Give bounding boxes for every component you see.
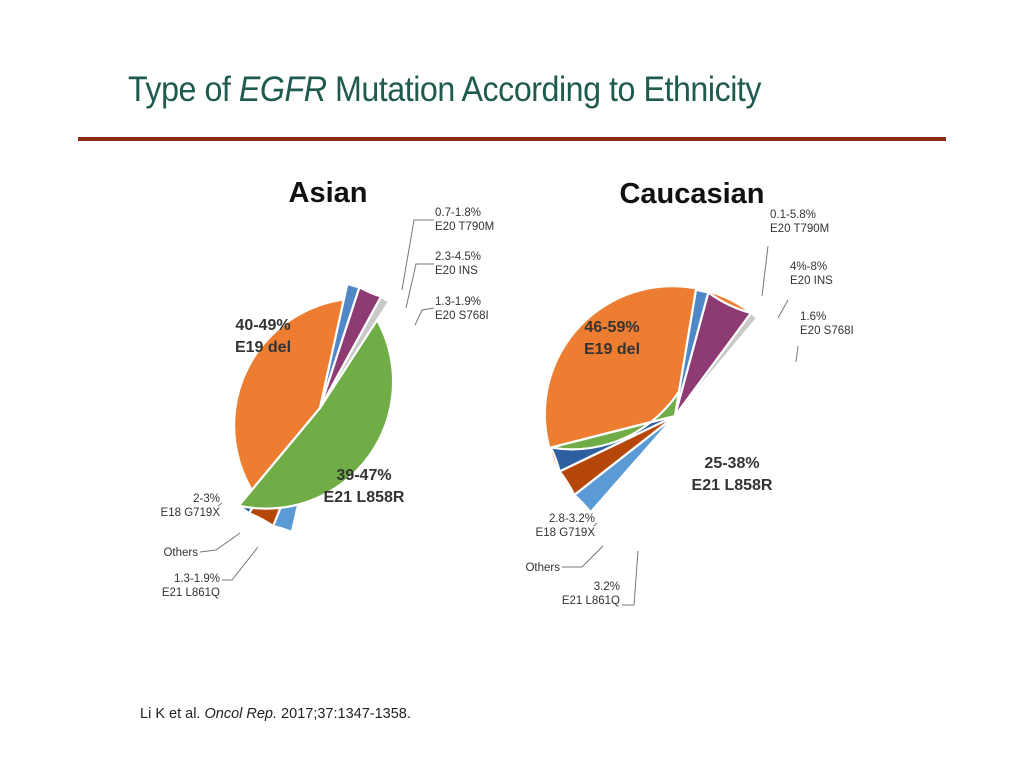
- asian-label-e21-l858r: 39-47% E21 L858R: [324, 467, 405, 506]
- caucasian-pie: [543, 285, 759, 514]
- asian-label-e20-s768i: 1.3-1.9% E20 S768I: [435, 296, 489, 322]
- caucasian-leader-e20-ins: [777, 299, 789, 319]
- caucasian-label-e18-g719x: 2.8-3.2% E18 G719X: [536, 513, 596, 539]
- caucasian-label-e21-l861q: 3.2% E21 L861Q: [562, 581, 620, 607]
- title-suffix: Mutation According to Ethnicity: [326, 70, 762, 109]
- caucasian-leader-e21-l861q: [622, 550, 639, 606]
- title-divider: [78, 137, 946, 141]
- asian-label-e20-t790m: 0.7-1.8% E20 T790M: [435, 207, 494, 233]
- caucasian-label-others: Others: [525, 562, 560, 574]
- asian-label-e20-ins: 2.3-4.5% E20 INS: [435, 251, 481, 277]
- title-prefix: Type of: [128, 70, 239, 109]
- asian-leader-e21-l861q: [222, 546, 259, 581]
- pie-chart-asian: Asian 40-49% E19 del 2-3% E18 G719X Others 1.3…: [161, 177, 495, 599]
- caucasian-label-e20-ins: 4%-8% E20 INS: [790, 261, 833, 287]
- caucasian-chart-title: Caucasian: [619, 178, 764, 210]
- asian-chart-title: Asian: [289, 177, 368, 209]
- caucasian-slice-e20-t790m: [673, 311, 759, 418]
- asian-leader-others: [199, 532, 241, 553]
- caucasian-label-e20-t790m: 0.1-5.8% E20 T790M: [770, 209, 829, 235]
- title-italic: EGFR: [238, 70, 327, 109]
- caucasian-leader-e18-g719x: [593, 522, 598, 527]
- asian-leader-e20-t790m: [401, 219, 434, 291]
- slide-title: Type of EGFR Mutation According to Ethni…: [128, 70, 761, 110]
- asian-leader-e18-g719x: [217, 502, 223, 507]
- asian-label-others: Others: [163, 547, 198, 559]
- caucasian-leader-others: [562, 545, 604, 568]
- caucasian-label-e21-l858r: 25-38% E21 L858R: [692, 455, 773, 494]
- caucasian-leader-e20-t790m: [761, 245, 769, 297]
- pie-chart-caucasian: Caucasian 46-59% E19 del 2.8-3.2% E18 G719X O…: [525, 178, 854, 607]
- citation-suffix: 2017;37:1347-1358.: [277, 706, 411, 722]
- citation-prefix: Li K et al.: [140, 706, 205, 722]
- asian-pie: [233, 282, 395, 533]
- caucasian-label-e20-s768i: 1.6% E20 S768I: [800, 311, 854, 337]
- asian-label-e19-del: 40-49% E19 del: [235, 317, 291, 356]
- asian-leader-e20-ins: [405, 263, 434, 309]
- caucasian-label-e19-del: 46-59% E19 del: [584, 319, 640, 358]
- caucasian-leader-e20-s768i: [795, 345, 799, 363]
- asian-slice-e20-t790m: [318, 295, 391, 410]
- citation: Li K et al. Oncol Rep. 2017;37:1347-1358…: [140, 706, 411, 722]
- citation-journal: Oncol Rep.: [204, 706, 278, 722]
- asian-label-e21-l861q: 1.3-1.9% E21 L861Q: [162, 573, 220, 599]
- asian-leader-e20-s768i: [414, 307, 435, 326]
- asian-label-e18-g719x: 2-3% E18 G719X: [161, 493, 221, 519]
